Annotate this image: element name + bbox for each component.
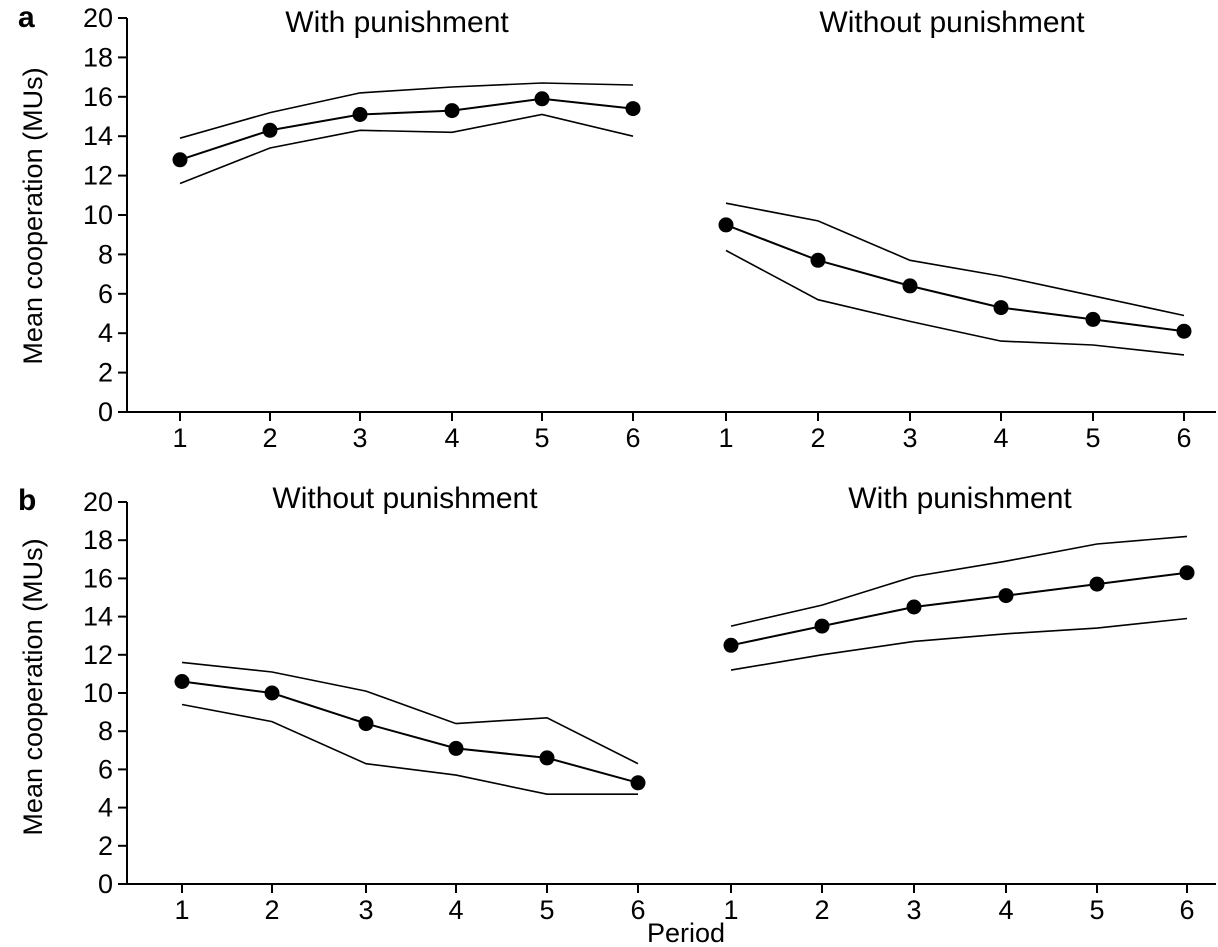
- panel-b-ylabel: Mean cooperation (MUs): [18, 538, 48, 835]
- y-tick-label: 2: [98, 358, 113, 388]
- x-tick-label: 2: [262, 423, 277, 453]
- mean-point: [174, 674, 190, 689]
- mean-line: [725, 223, 1185, 333]
- mean-point: [810, 252, 826, 268]
- x-tick-label: 6: [1179, 895, 1194, 925]
- x-tick-label: 1: [172, 423, 187, 453]
- mean-point: [1176, 323, 1192, 339]
- mean-point: [998, 588, 1014, 604]
- mean-point: [630, 775, 646, 791]
- x-tick-label: 4: [448, 895, 463, 925]
- upper-bound-line: [181, 661, 639, 765]
- x-tick-label: 6: [1176, 423, 1191, 453]
- y-tick-label: 0: [98, 869, 113, 899]
- x-tick-label: 3: [906, 895, 921, 925]
- y-tick-label: 14: [83, 121, 113, 151]
- lower-bound-line: [725, 249, 1185, 356]
- x-tick-label: 3: [902, 423, 917, 453]
- y-tick-label: 20: [83, 487, 113, 517]
- x-tick-label: 3: [358, 895, 373, 925]
- mean-point: [444, 103, 460, 119]
- x-tick-label: 2: [810, 423, 825, 453]
- mean-point: [539, 750, 555, 766]
- x-axis-label: Period: [647, 918, 725, 947]
- x-tick-label: 2: [814, 895, 829, 925]
- panel-a-letter: a: [18, 1, 35, 34]
- x-tick-label: 4: [444, 423, 459, 453]
- mean-point: [262, 122, 278, 138]
- lower-bound-line: [179, 113, 634, 185]
- mean-point: [1085, 311, 1101, 327]
- mean-line: [730, 571, 1188, 647]
- mean-point: [902, 278, 918, 294]
- panel-a-title-right: Without punishment: [819, 6, 1085, 39]
- mean-point: [264, 685, 280, 701]
- upper-bound-line: [725, 202, 1185, 317]
- panel-b: b Mean cooperation (MUs) Without punishm…: [18, 482, 1216, 947]
- x-tick-label: 2: [264, 895, 279, 925]
- lower-bound-line: [181, 703, 638, 796]
- y-tick-label: 8: [98, 716, 113, 746]
- y-tick-label: 2: [98, 831, 113, 861]
- x-tick-label: 5: [539, 895, 554, 925]
- mean-point: [906, 599, 922, 615]
- lower-bound-line: [730, 617, 1188, 671]
- y-tick-label: 8: [98, 239, 113, 269]
- mean-point: [534, 91, 550, 107]
- y-tick-label: 0: [98, 397, 113, 427]
- x-tick-label: 4: [993, 423, 1008, 453]
- mean-point: [1179, 565, 1195, 581]
- x-tick-label: 1: [723, 895, 738, 925]
- y-tick-label: 14: [83, 602, 113, 632]
- panel-a: a Mean cooperation (MUs) With punishment…: [18, 1, 1216, 453]
- upper-bound-line: [730, 535, 1188, 627]
- panel-a-ylabel: Mean cooperation (MUs): [18, 67, 48, 364]
- y-tick-label: 10: [83, 200, 113, 230]
- mean-point: [448, 740, 464, 756]
- x-tick-label: 3: [352, 423, 367, 453]
- y-tick-label: 6: [98, 754, 113, 784]
- mean-point: [358, 716, 374, 732]
- x-tick-label: 5: [1085, 423, 1100, 453]
- y-tick-label: 12: [83, 640, 113, 670]
- mean-point: [625, 101, 641, 117]
- mean-point: [993, 300, 1009, 316]
- x-tick-label: 4: [998, 895, 1013, 925]
- y-tick-label: 18: [83, 525, 113, 555]
- panel-b-title-right: With punishment: [848, 482, 1072, 515]
- panel-b-title-left: Without punishment: [272, 482, 538, 515]
- y-tick-label: 20: [83, 3, 113, 33]
- mean-point: [718, 217, 734, 233]
- panel-b-letter: b: [18, 484, 36, 517]
- y-tick-label: 10: [83, 678, 113, 708]
- y-tick-label: 4: [98, 318, 113, 348]
- x-tick-label: 6: [625, 423, 640, 453]
- mean-point: [172, 152, 188, 168]
- upper-bound-line: [179, 82, 634, 139]
- y-tick-label: 16: [83, 82, 113, 112]
- y-tick-label: 16: [83, 563, 113, 593]
- x-tick-label: 5: [1089, 895, 1104, 925]
- x-tick-label: 1: [174, 895, 189, 925]
- mean-point: [352, 107, 368, 122]
- x-tick-label: 5: [534, 423, 549, 453]
- mean-line: [181, 680, 639, 784]
- y-tick-label: 18: [83, 42, 113, 72]
- mean-point: [814, 618, 830, 634]
- mean-point: [1089, 576, 1105, 592]
- mean-point: [723, 637, 739, 653]
- y-tick-label: 4: [98, 793, 113, 823]
- x-tick-label: 6: [630, 895, 645, 925]
- x-tick-label: 1: [718, 423, 733, 453]
- panel-a-title-left: With punishment: [285, 6, 509, 39]
- mean-line: [179, 97, 634, 161]
- y-tick-label: 12: [83, 161, 113, 191]
- y-tick-label: 6: [98, 279, 113, 309]
